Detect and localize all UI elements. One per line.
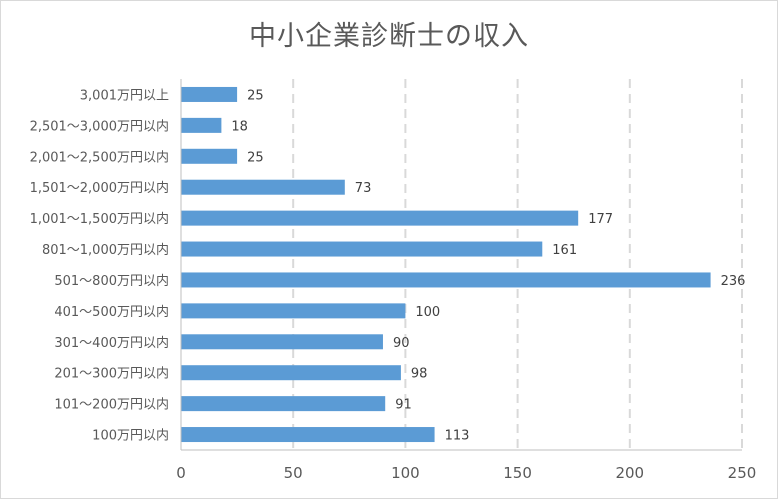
category-label: 801～1,000万円以内: [42, 242, 169, 258]
category-label: 3,001万円以上: [80, 88, 169, 103]
category-label: 501～800万円以内: [54, 273, 169, 289]
data-label: 98: [411, 367, 428, 382]
bar: [181, 396, 386, 412]
bar: [181, 427, 435, 443]
category-label: 301～400万円以内: [54, 335, 169, 351]
category-label: 100万円以内: [92, 428, 169, 444]
bar: [181, 210, 579, 226]
x-tick-label: 50: [284, 464, 303, 482]
bar: [181, 365, 401, 381]
data-label: 25: [247, 88, 264, 103]
bar: [181, 334, 383, 350]
data-label: 90: [393, 336, 410, 351]
data-label: 18: [231, 119, 248, 134]
data-label: 177: [588, 212, 613, 227]
x-tick-label: 100: [391, 464, 420, 482]
category-label: 401～500万円以内: [54, 304, 169, 320]
bar: [181, 179, 345, 195]
category-label: 1,501～2,000万円以内: [30, 180, 169, 196]
data-label: 91: [395, 398, 412, 413]
data-label: 113: [445, 429, 470, 444]
x-tick-label: 150: [503, 464, 532, 482]
bar: [181, 241, 543, 257]
bar: [181, 117, 222, 133]
category-label: 2,001～2,500万円以内: [30, 149, 169, 165]
data-label: 100: [415, 305, 440, 320]
bar: [181, 272, 711, 288]
bar: [181, 303, 406, 319]
category-label: 1,001～1,500万円以内: [30, 211, 169, 227]
category-label: 2,501～3,000万円以内: [30, 118, 169, 134]
x-tick-label: 250: [728, 464, 757, 482]
category-label: 101～200万円以内: [54, 397, 169, 413]
bar: [181, 148, 238, 164]
x-tick-label: 200: [615, 464, 644, 482]
x-tick-label: 0: [176, 464, 186, 482]
data-label: 236: [721, 274, 746, 289]
chart-title: 中小企業診断士の収入: [249, 21, 529, 52]
data-label: 73: [355, 181, 372, 196]
data-label: 25: [247, 150, 264, 165]
bar: [181, 86, 238, 102]
data-label: 161: [552, 243, 577, 258]
category-label: 201～300万円以内: [54, 366, 169, 382]
